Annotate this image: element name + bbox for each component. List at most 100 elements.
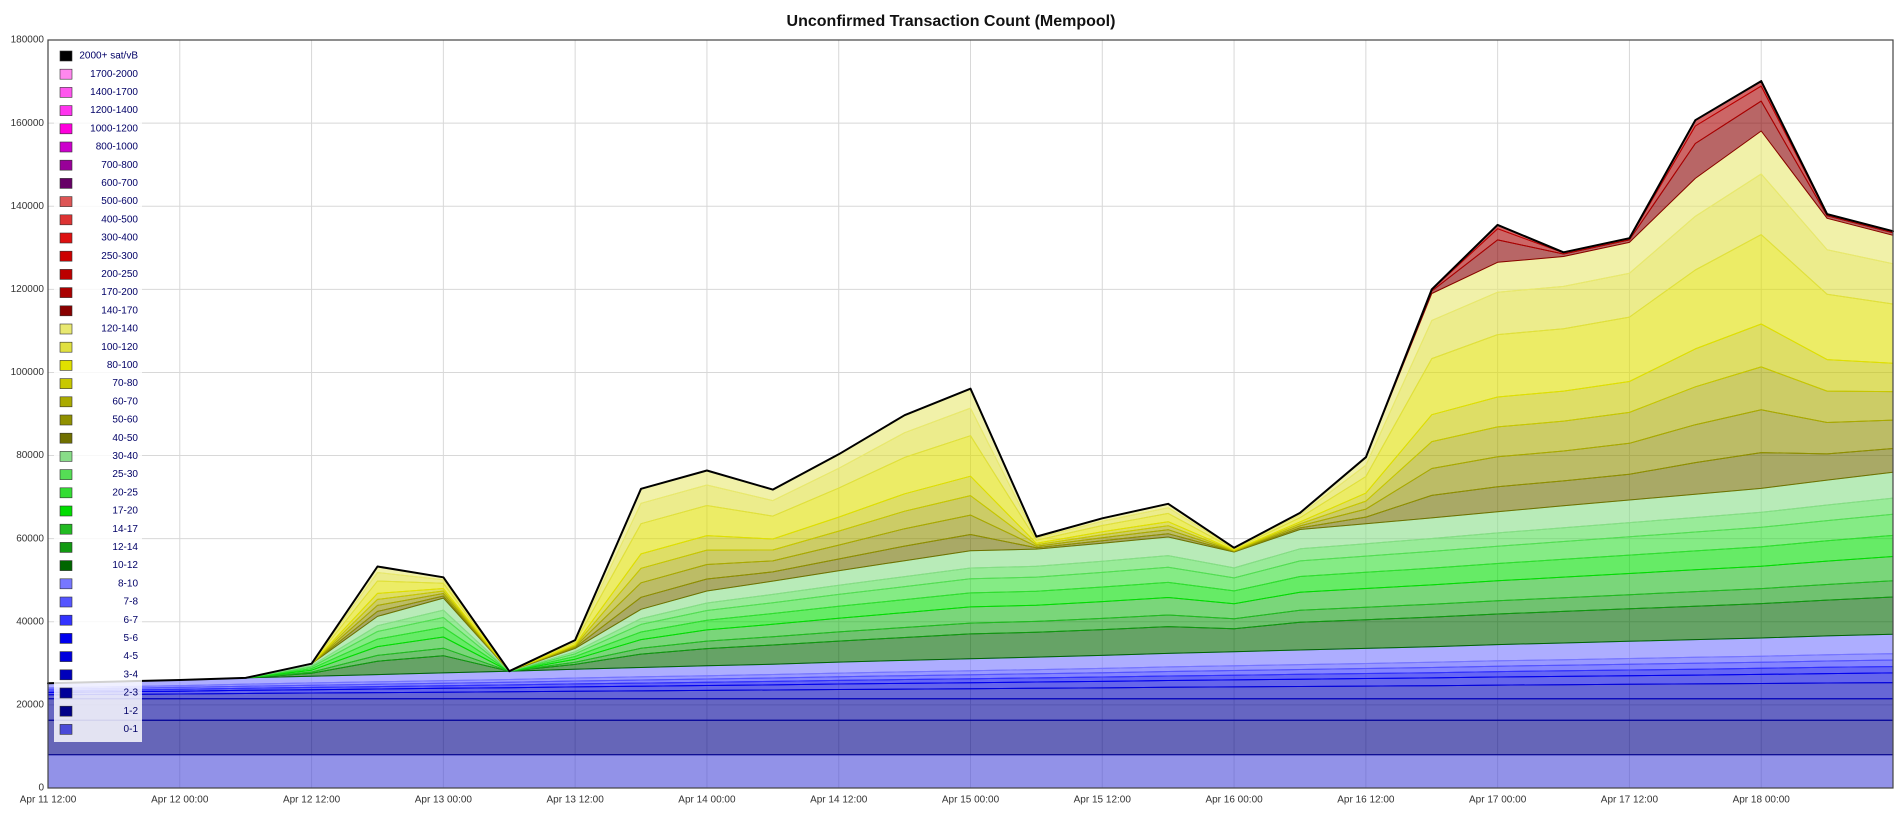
x-tick-label: Apr 14 00:00 <box>678 795 736 806</box>
legend-swatch <box>59 196 73 207</box>
legend-swatch <box>59 505 73 517</box>
legend-swatch <box>59 123 73 135</box>
legend-label: 170-200 <box>101 287 138 298</box>
x-tick-label: Apr 14 12:00 <box>810 795 868 806</box>
legend-label: 30-40 <box>112 451 138 462</box>
legend-label: 100-120 <box>101 342 138 353</box>
legend-swatch <box>59 305 73 317</box>
legend-label: 2000+ sat/vB <box>79 51 138 62</box>
legend-label: 6-7 <box>124 615 139 626</box>
y-tick-label: 80000 <box>16 450 44 461</box>
legend-swatch <box>59 287 73 298</box>
x-tick-label: Apr 18 00:00 <box>1733 795 1791 806</box>
legend-label: 600-700 <box>101 178 138 189</box>
legend-label: 50-60 <box>112 415 138 426</box>
y-tick-label: 60000 <box>16 533 44 544</box>
x-tick-label: Apr 13 00:00 <box>415 795 473 806</box>
legend-label: 4-5 <box>124 651 139 662</box>
legend-swatch <box>59 159 73 171</box>
y-tick-label: 0 <box>38 783 44 794</box>
legend-label: 1000-1200 <box>90 123 138 134</box>
y-tick-label: 100000 <box>11 367 45 378</box>
legend-label: 80-100 <box>107 360 139 371</box>
area <box>47 754 1894 789</box>
area <box>47 719 1894 756</box>
x-tick-label: Apr 13 12:00 <box>547 795 605 806</box>
legend-swatch <box>59 724 73 735</box>
legend-swatch <box>59 705 73 717</box>
y-tick-label: 160000 <box>11 118 45 129</box>
legend-label: 2-3 <box>124 688 139 699</box>
area <box>47 698 1894 721</box>
legend-label: 0-1 <box>124 724 139 735</box>
legend-swatch <box>59 651 73 662</box>
x-tick-label: Apr 12 12:00 <box>283 795 341 806</box>
legend-label: 10-12 <box>112 560 138 571</box>
legend-swatch <box>59 232 73 244</box>
legend-swatch <box>59 396 73 408</box>
legend: 2000+ sat/vB 1700-2000 1400-1700 1200-1400 1… <box>59 50 139 735</box>
legend-label: 25-30 <box>112 469 138 480</box>
legend-label: 400-500 <box>101 214 138 225</box>
legend-label: 140-170 <box>101 305 138 316</box>
legend-label: 250-300 <box>101 251 138 262</box>
legend-swatch <box>59 214 73 226</box>
legend-swatch <box>59 432 73 444</box>
legend-label: 500-600 <box>101 196 138 207</box>
legend-label: 12-14 <box>112 542 138 553</box>
legend-swatch <box>59 105 73 116</box>
x-tick-label: Apr 11 12:00 <box>20 795 77 806</box>
legend-swatch <box>59 596 73 608</box>
legend-label: 70-80 <box>112 378 138 389</box>
y-tick-label: 180000 <box>11 35 45 46</box>
legend-swatch <box>59 250 73 262</box>
x-tick-label: Apr 15 00:00 <box>942 795 1000 806</box>
legend-label: 20-25 <box>112 487 138 498</box>
legend-label: 700-800 <box>101 160 138 171</box>
legend-swatch <box>59 633 73 644</box>
legend-swatch <box>59 87 73 98</box>
x-tick-label: Apr 17 00:00 <box>1469 795 1527 806</box>
legend-swatch <box>59 141 73 153</box>
legend-swatch <box>59 378 73 389</box>
y-tick-label: 140000 <box>11 201 45 212</box>
x-tick-label: Apr 16 00:00 <box>1205 795 1263 806</box>
chart-title: Unconfirmed Transaction Count (Mempool) <box>787 13 1116 30</box>
legend-label: 3-4 <box>124 669 139 680</box>
legend-swatch <box>59 360 73 371</box>
legend-swatch <box>59 614 73 626</box>
x-tick-label: Apr 15 12:00 <box>1074 795 1132 806</box>
legend-swatch <box>59 68 73 80</box>
legend-swatch <box>59 487 73 499</box>
legend-label: 300-400 <box>101 233 138 244</box>
legend-label: 200-250 <box>101 269 138 280</box>
legend-label: 14-17 <box>112 524 138 535</box>
legend-swatch <box>59 341 73 353</box>
y-tick-label: 40000 <box>16 616 44 627</box>
legend-swatch <box>59 469 73 480</box>
axes: 0 20000 40000 60000 80000 100000 120000 140000 1… <box>11 35 1791 806</box>
legend-swatch <box>59 414 73 426</box>
legend-label: 8-10 <box>118 578 138 589</box>
plot-frame <box>47 39 1894 789</box>
x-tick-label: Apr 12 00:00 <box>151 795 209 806</box>
legend-swatch <box>59 578 73 590</box>
legend-swatch <box>59 560 73 571</box>
legend-label: 1200-1400 <box>90 105 138 116</box>
legend-swatch <box>59 451 73 462</box>
legend-label: 7-8 <box>124 597 139 608</box>
legend-swatch <box>59 687 73 699</box>
legend-swatch <box>59 669 73 681</box>
legend-swatch <box>59 178 73 189</box>
legend-swatch <box>59 323 73 335</box>
legend-swatch <box>59 50 73 62</box>
legend-label: 800-1000 <box>96 142 139 153</box>
legend-label: 1400-1700 <box>90 87 138 98</box>
legend-label: 1-2 <box>124 706 139 717</box>
y-tick-label: 20000 <box>16 700 44 711</box>
x-tick-label: Apr 17 12:00 <box>1601 795 1659 806</box>
legend-swatch <box>59 542 73 553</box>
x-tick-label: Apr 16 12:00 <box>1337 795 1395 806</box>
legend-label: 5-6 <box>124 633 139 644</box>
